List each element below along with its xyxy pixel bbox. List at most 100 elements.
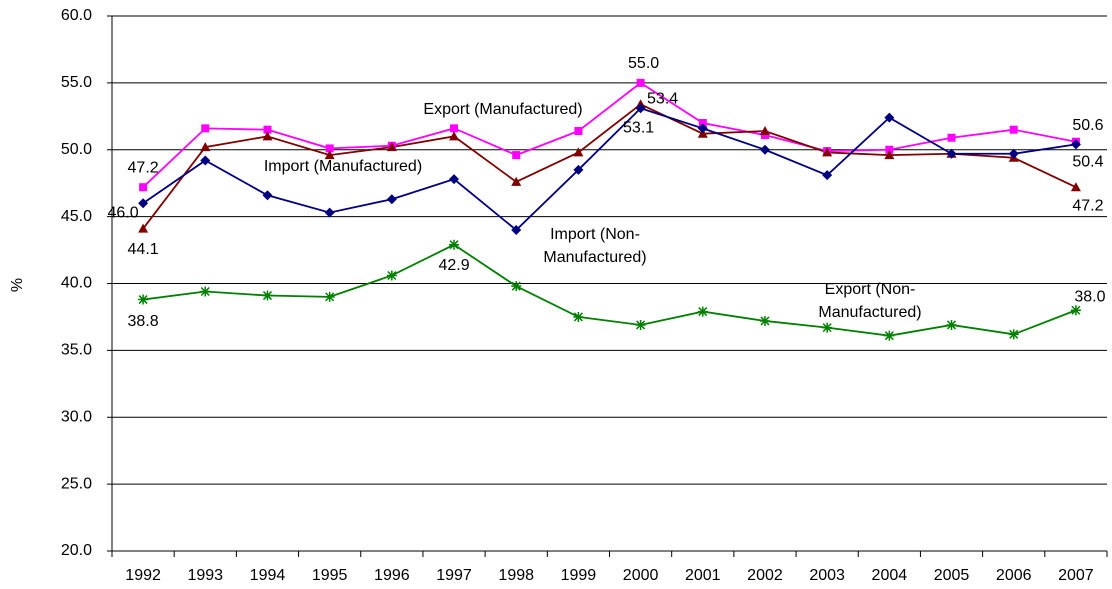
- marker: [200, 142, 211, 152]
- marker: [759, 144, 770, 155]
- y-tick-label: 40.0: [61, 275, 92, 292]
- data-label: 50.6: [1072, 117, 1103, 134]
- marker: [138, 198, 149, 209]
- marker: [884, 112, 895, 123]
- marker: [386, 194, 397, 205]
- data-label: 53.4: [647, 90, 678, 107]
- marker: [698, 119, 707, 127]
- y-axis-label: %: [9, 278, 26, 292]
- marker: [511, 281, 522, 292]
- y-tick-label: 50.0: [61, 141, 92, 158]
- marker: [449, 174, 460, 185]
- x-tick-label: 1992: [125, 567, 161, 584]
- x-tick-label: 2007: [1058, 567, 1094, 584]
- data-label: 53.1: [623, 120, 654, 137]
- marker: [1070, 305, 1081, 316]
- marker: [697, 306, 708, 317]
- x-tick-label: 2004: [872, 567, 908, 584]
- marker: [139, 183, 148, 192]
- marker: [1008, 148, 1019, 159]
- x-tick-label: 2000: [623, 567, 659, 584]
- y-tick-label: 35.0: [61, 342, 92, 359]
- marker: [947, 133, 956, 142]
- marker: [1009, 125, 1018, 134]
- data-label: 50.4: [1072, 154, 1103, 171]
- marker: [573, 164, 584, 175]
- series-name-line: Export (Non-: [825, 281, 916, 298]
- x-tick-label: 1998: [498, 567, 534, 584]
- marker: [697, 123, 708, 134]
- data-label: 47.2: [1072, 197, 1103, 214]
- marker: [636, 78, 645, 87]
- marker: [573, 311, 584, 322]
- marker: [262, 190, 273, 201]
- marker: [573, 147, 584, 157]
- x-tick-label: 1997: [436, 567, 472, 584]
- marker: [138, 223, 149, 233]
- y-tick-label: 45.0: [61, 208, 92, 225]
- x-tick-label: 1993: [187, 567, 223, 584]
- x-tick-label: 2001: [685, 567, 721, 584]
- marker: [1070, 182, 1081, 192]
- marker: [325, 144, 334, 153]
- x-tick-label: 2003: [809, 567, 845, 584]
- series-name-line: Manufactured): [818, 304, 921, 321]
- y-tick-label: 60.0: [61, 7, 92, 24]
- marker: [635, 103, 646, 114]
- marker: [759, 126, 770, 136]
- series-name: Import (Non- Manufactured): [543, 226, 646, 266]
- series-name: Export (Manufactured): [423, 101, 582, 118]
- marker: [263, 125, 272, 134]
- marker: [324, 207, 335, 218]
- data-label: 46.0: [108, 204, 139, 221]
- marker: [635, 319, 646, 330]
- y-tick-label: 55.0: [61, 74, 92, 91]
- marker: [324, 291, 335, 302]
- data-label: 44.1: [128, 241, 159, 258]
- marker: [822, 147, 833, 157]
- marker: [449, 239, 460, 250]
- x-tick-label: 1994: [250, 567, 286, 584]
- marker: [946, 148, 957, 159]
- series-name: Import (Manufactured): [264, 158, 422, 175]
- marker: [1008, 329, 1019, 340]
- series-line: [142, 81, 1077, 188]
- marker: [200, 155, 211, 166]
- marker: [946, 319, 957, 330]
- marker: [324, 150, 335, 160]
- marker: [511, 176, 522, 186]
- x-tick-label: 2002: [747, 567, 783, 584]
- x-tick-label: 1996: [374, 567, 410, 584]
- series-name-line: Manufactured): [543, 249, 646, 266]
- marker: [201, 124, 210, 133]
- marker: [884, 150, 895, 160]
- data-label: 38.8: [128, 313, 159, 330]
- marker: [1070, 139, 1081, 150]
- data-label: 38.0: [1074, 288, 1105, 305]
- x-tick-label: 2006: [996, 567, 1032, 584]
- marker: [884, 330, 895, 341]
- data-label: 42.9: [438, 257, 469, 274]
- marker: [386, 270, 397, 281]
- y-tick-label: 25.0: [61, 475, 92, 492]
- marker: [760, 131, 769, 140]
- marker: [200, 286, 211, 297]
- series-line: [142, 103, 1077, 230]
- data-label: 55.0: [628, 55, 659, 72]
- marker: [262, 290, 273, 301]
- series-name: Export (Non- Manufactured): [818, 281, 921, 321]
- y-tick-label: 30.0: [61, 408, 92, 425]
- marker: [138, 294, 149, 305]
- marker: [822, 322, 833, 333]
- marker: [885, 145, 894, 154]
- marker: [262, 131, 273, 141]
- marker: [512, 151, 521, 160]
- series-line: [142, 107, 1077, 232]
- marker: [759, 315, 770, 326]
- marker: [511, 225, 522, 235]
- marker: [574, 127, 583, 136]
- marker: [449, 131, 460, 141]
- marker: [450, 124, 459, 133]
- x-tick-label: 2005: [934, 567, 970, 584]
